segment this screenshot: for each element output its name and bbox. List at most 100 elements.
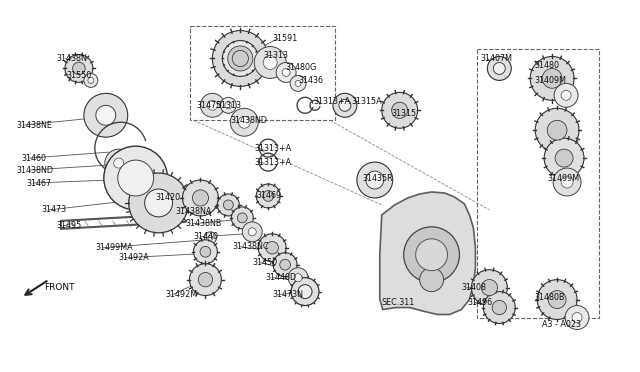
Circle shape (288, 268, 308, 288)
Circle shape (88, 77, 94, 83)
Circle shape (222, 41, 258, 76)
Circle shape (420, 268, 444, 292)
Circle shape (238, 116, 250, 128)
Text: 31438N: 31438N (56, 54, 87, 63)
Text: 31438ND: 31438ND (16, 166, 53, 174)
Circle shape (366, 171, 384, 189)
Circle shape (193, 240, 218, 264)
Circle shape (266, 241, 278, 254)
Circle shape (129, 173, 189, 233)
Circle shape (547, 121, 567, 140)
Text: 31450: 31450 (252, 258, 277, 267)
Text: 31480: 31480 (534, 61, 559, 70)
Circle shape (295, 80, 301, 86)
Text: 31499MA: 31499MA (96, 243, 134, 252)
Circle shape (204, 232, 216, 244)
Circle shape (200, 246, 211, 257)
Circle shape (382, 92, 418, 128)
Circle shape (263, 190, 273, 201)
Circle shape (220, 97, 236, 113)
Circle shape (254, 46, 286, 78)
Circle shape (392, 102, 408, 118)
Circle shape (182, 180, 218, 216)
Text: 31438NE: 31438NE (16, 121, 52, 130)
Circle shape (218, 194, 239, 216)
Text: A3 - A023: A3 - A023 (542, 320, 581, 329)
Circle shape (193, 190, 209, 206)
Circle shape (294, 274, 302, 282)
Text: 31436: 31436 (298, 76, 323, 85)
Text: 31313: 31313 (263, 51, 288, 60)
Circle shape (488, 57, 511, 80)
Circle shape (493, 62, 506, 74)
Circle shape (248, 228, 256, 236)
Text: FRONT: FRONT (44, 283, 74, 292)
Circle shape (339, 99, 351, 111)
Circle shape (72, 62, 85, 75)
Circle shape (535, 108, 579, 152)
Circle shape (548, 291, 566, 308)
Circle shape (561, 176, 573, 188)
Circle shape (554, 83, 578, 107)
Text: 31313+A: 31313+A (254, 144, 291, 153)
Circle shape (544, 138, 584, 178)
Circle shape (84, 73, 98, 87)
Circle shape (84, 93, 128, 137)
Circle shape (114, 158, 124, 168)
Text: 31492M: 31492M (166, 290, 198, 299)
Polygon shape (380, 192, 476, 314)
Circle shape (572, 312, 582, 323)
Circle shape (65, 54, 93, 82)
Circle shape (96, 105, 116, 125)
Circle shape (492, 300, 506, 315)
Text: 31409M: 31409M (534, 76, 566, 85)
Circle shape (212, 31, 268, 86)
Circle shape (207, 100, 218, 110)
Text: 31591: 31591 (272, 34, 298, 43)
Circle shape (565, 305, 589, 330)
Text: 31313+A: 31313+A (313, 97, 350, 106)
Circle shape (200, 93, 225, 117)
Circle shape (263, 55, 277, 70)
Text: 31496: 31496 (467, 298, 493, 307)
Text: 31315: 31315 (392, 109, 417, 118)
Text: 31440: 31440 (193, 232, 218, 241)
Text: 31473N: 31473N (272, 290, 303, 299)
Circle shape (256, 184, 280, 208)
Circle shape (415, 239, 447, 271)
Circle shape (232, 51, 248, 67)
Circle shape (276, 62, 296, 82)
Circle shape (223, 200, 233, 210)
Circle shape (291, 278, 319, 305)
Text: 31420: 31420 (156, 193, 180, 202)
Circle shape (230, 108, 258, 136)
Text: 31408: 31408 (461, 283, 486, 292)
Circle shape (225, 102, 232, 109)
Circle shape (104, 146, 168, 210)
Text: 31440D: 31440D (265, 273, 296, 282)
Text: 31407M: 31407M (481, 54, 513, 63)
Text: 31438ND: 31438ND (230, 116, 268, 125)
Circle shape (290, 76, 306, 92)
Circle shape (189, 264, 221, 296)
Circle shape (105, 149, 132, 177)
Circle shape (273, 253, 297, 277)
Text: SEC.311: SEC.311 (382, 298, 415, 307)
Circle shape (145, 189, 173, 217)
Text: 31438NB: 31438NB (186, 219, 222, 228)
Circle shape (357, 162, 393, 198)
Circle shape (481, 279, 497, 296)
Circle shape (208, 235, 213, 240)
Circle shape (530, 57, 574, 100)
Circle shape (258, 234, 286, 262)
Circle shape (231, 207, 253, 229)
Circle shape (561, 90, 571, 100)
Circle shape (280, 259, 291, 270)
Text: 31473: 31473 (41, 205, 66, 214)
Text: 31438NA: 31438NA (175, 208, 212, 217)
Text: 31435R: 31435R (363, 173, 394, 183)
Circle shape (537, 280, 577, 320)
Text: 31460: 31460 (21, 154, 46, 163)
Text: 31467: 31467 (26, 179, 51, 187)
Text: 31480B: 31480B (534, 293, 564, 302)
